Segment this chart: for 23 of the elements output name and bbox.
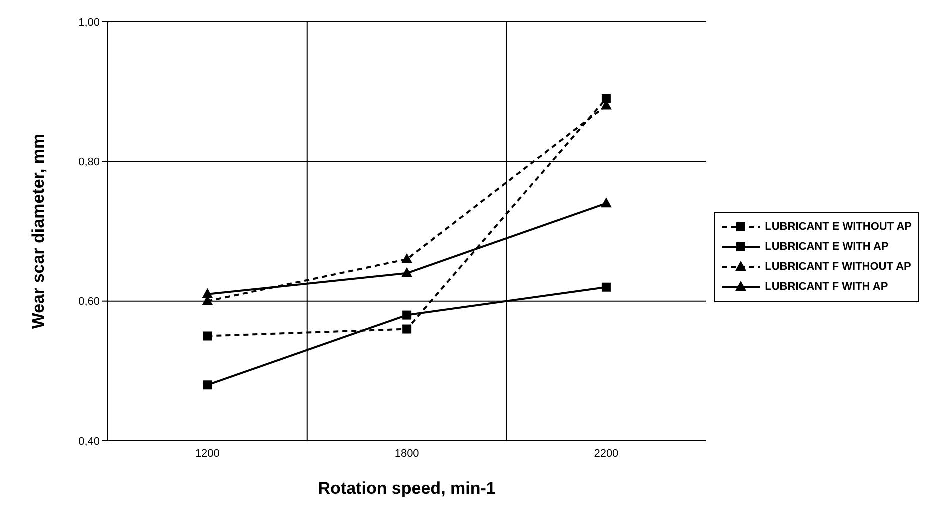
y-axis-title: Wear scar diameter, mm — [29, 134, 48, 330]
point — [602, 282, 611, 292]
point — [402, 324, 412, 334]
y-tick-label: 0,40 — [78, 436, 100, 448]
x-axis-title: Rotation speed, min-1 — [318, 479, 496, 498]
legend-label: LUBRICANT F WITHOUT AP — [765, 261, 912, 273]
y-tick-label: 0,60 — [78, 296, 100, 308]
point — [203, 380, 212, 390]
point — [602, 94, 611, 104]
y-tick-label: 1,00 — [78, 16, 100, 29]
point — [402, 310, 412, 320]
legend-label: LUBRICANT E WITH AP — [765, 241, 889, 253]
point — [203, 332, 212, 341]
y-tick-label: 0,80 — [78, 156, 100, 169]
point — [402, 253, 413, 264]
point — [402, 267, 413, 278]
point — [600, 198, 612, 208]
legend-label: LUBRICANT E WITHOUT AP — [765, 221, 912, 233]
x-tick-label: 2200 — [594, 448, 619, 460]
x-tick-label: 1800 — [394, 448, 420, 460]
legend-label: LUBRICANT F WITH AP — [765, 281, 888, 293]
x-tick-label: 1200 — [195, 448, 220, 460]
point — [202, 288, 214, 298]
